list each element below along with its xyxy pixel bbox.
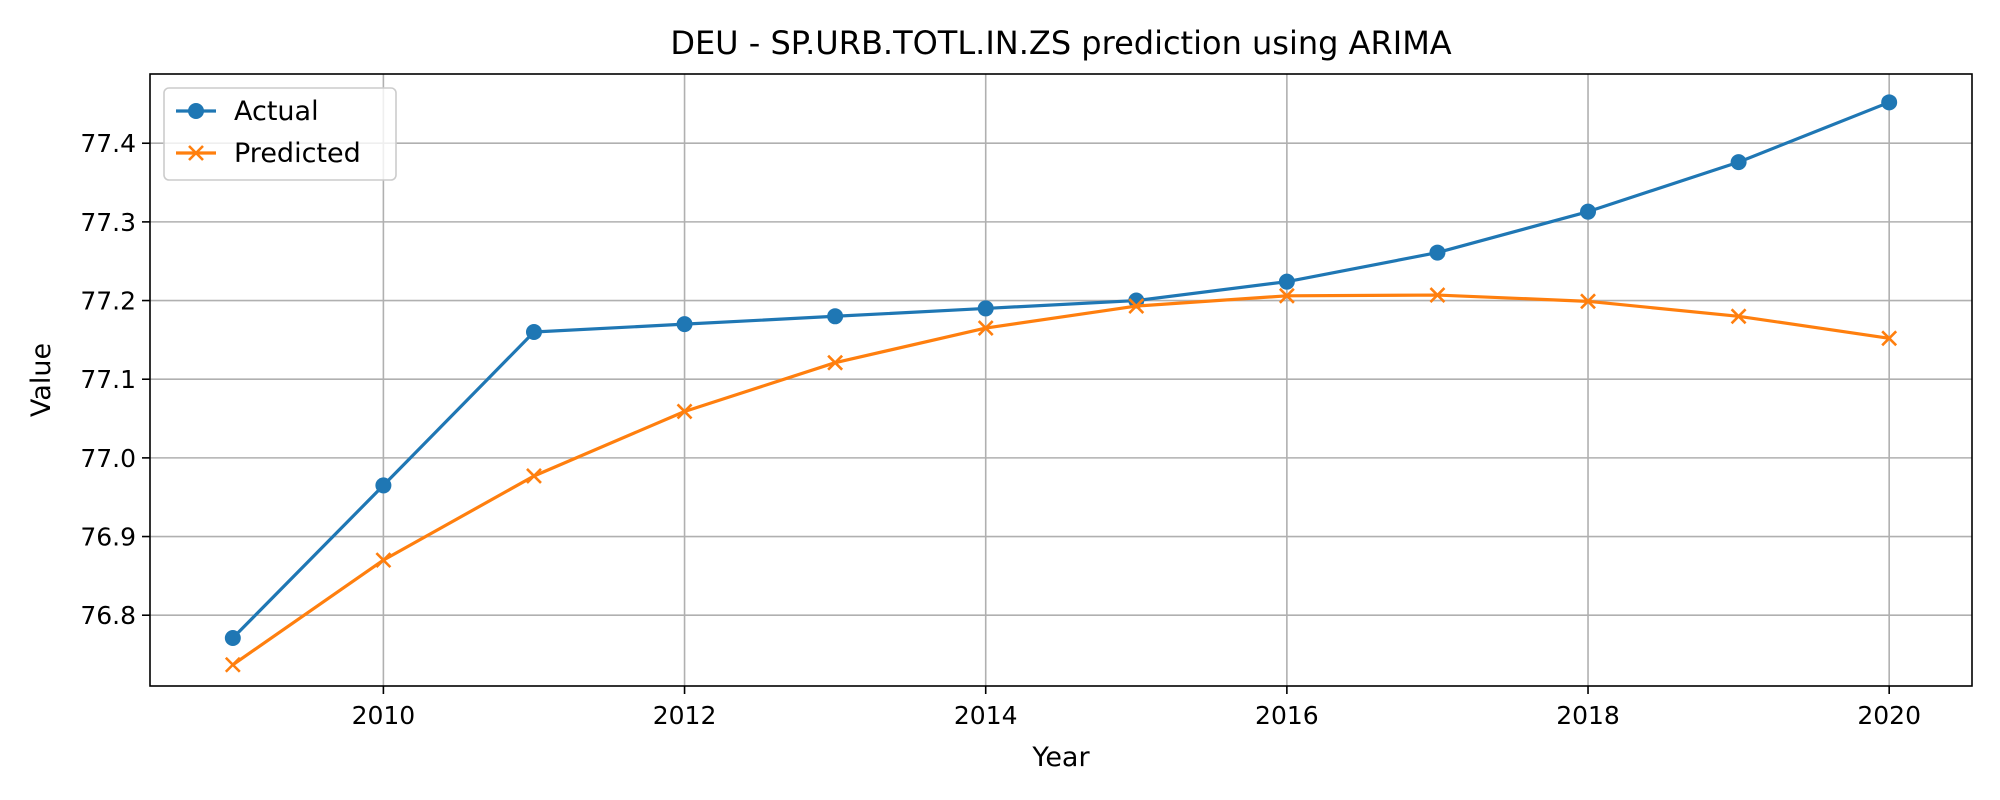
axis-ticks: 2010 2012 2014 2016 2018 2020 76.8 76.9 77.0 77.1…: [80, 129, 1921, 730]
data-point-actual: [1278, 273, 1295, 290]
y-tick-label: 76.8: [80, 601, 136, 630]
data-point-predicted: [1429, 287, 1446, 303]
legend-label: Predicted: [234, 138, 361, 169]
x-tick-label: 2014: [954, 701, 1018, 730]
data-point-actual: [224, 630, 241, 647]
data-point-actual: [1429, 244, 1446, 261]
y-tick-label: 77.0: [80, 444, 136, 473]
series-predicted: [224, 287, 1898, 673]
data-point-predicted: [977, 320, 994, 337]
x-tick-label: 2018: [1556, 701, 1620, 730]
data-point-predicted: [375, 552, 392, 569]
series-line-predicted: [231, 293, 1890, 667]
data-point-actual: [1580, 203, 1597, 220]
y-tick-label: 77.1: [80, 365, 136, 394]
data-point-actual: [977, 300, 994, 317]
x-tick-label: 2010: [352, 701, 416, 730]
y-tick-label: 77.3: [80, 208, 136, 237]
legend-label: Actual: [234, 96, 319, 127]
data-point-predicted: [224, 656, 241, 673]
x-axis-title: Year: [1031, 742, 1090, 773]
data-point-predicted: [1730, 308, 1747, 325]
data-point-predicted: [1580, 293, 1596, 310]
legend-item-actual: Actual: [176, 96, 319, 127]
y-tick-label: 76.9: [80, 523, 136, 552]
data-point-actual: [375, 477, 392, 494]
data-point-actual: [525, 324, 542, 341]
data-point-predicted: [1128, 298, 1145, 314]
legend-frame: [163, 87, 397, 181]
x-tick-label: 2020: [1857, 701, 1921, 730]
data-point-predicted: [1881, 330, 1898, 347]
series-layer: [224, 94, 1898, 673]
y-tick-label: 77.4: [80, 129, 136, 158]
grid: [150, 74, 1972, 686]
data-point-actual: [1730, 154, 1747, 171]
data-point-predicted: [827, 354, 844, 371]
y-axis-title: Value: [26, 343, 57, 417]
data-point-actual: [1881, 94, 1898, 111]
chart-title: DEU - SP.URB.TOTL.IN.ZS prediction using…: [670, 24, 1451, 62]
data-point-actual: [827, 308, 844, 325]
data-point-predicted: [526, 468, 542, 484]
legend-item-predicted: Predicted: [176, 138, 361, 169]
data-point-predicted: [1278, 287, 1295, 304]
series-line-actual: [231, 100, 1890, 640]
legend-marker: [188, 103, 204, 119]
data-point-actual: [676, 316, 693, 333]
y-tick-label: 77.2: [80, 287, 136, 316]
legend: Actual Predicted: [163, 87, 397, 181]
series-actual: [224, 94, 1898, 647]
x-tick-label: 2012: [653, 701, 717, 730]
legend-marker: [188, 145, 204, 161]
data-point-predicted: [676, 403, 693, 420]
x-tick-label: 2016: [1255, 701, 1319, 730]
